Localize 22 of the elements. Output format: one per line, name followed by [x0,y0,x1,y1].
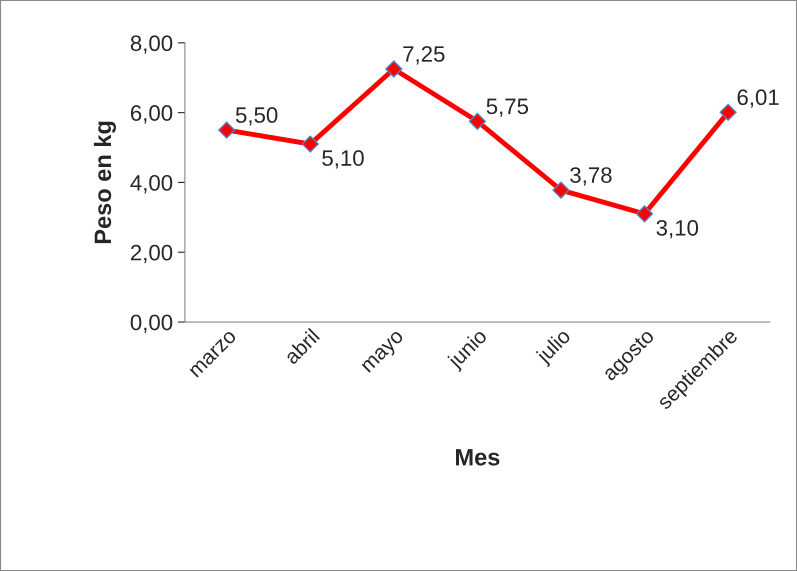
point [468,112,486,130]
x-tick-label: julio [534,328,574,368]
data-label: 3,78 [570,167,612,186]
x-axis-title: Mes [456,449,500,466]
point [218,122,236,139]
y-tick-label: 6,00 [130,105,172,124]
point [552,182,570,199]
data-label: 6,01 [738,89,779,108]
y-tick-label: 4,00 [130,174,172,194]
y-axis-title: Peso en kg [94,122,116,244]
y-tick-label: 8,00 [130,35,172,54]
point [302,135,319,153]
data-label: 7,25 [403,46,444,64]
y-tick-label: 0,00 [130,314,172,333]
data-label: 5,50 [236,107,278,126]
point [385,60,402,78]
y-tick-label: 2,00 [130,244,172,264]
data-label: 5,75 [486,98,528,117]
point [720,104,737,121]
point [636,205,654,222]
data-label: 5,10 [322,150,364,169]
data-label: 3,10 [656,220,698,238]
